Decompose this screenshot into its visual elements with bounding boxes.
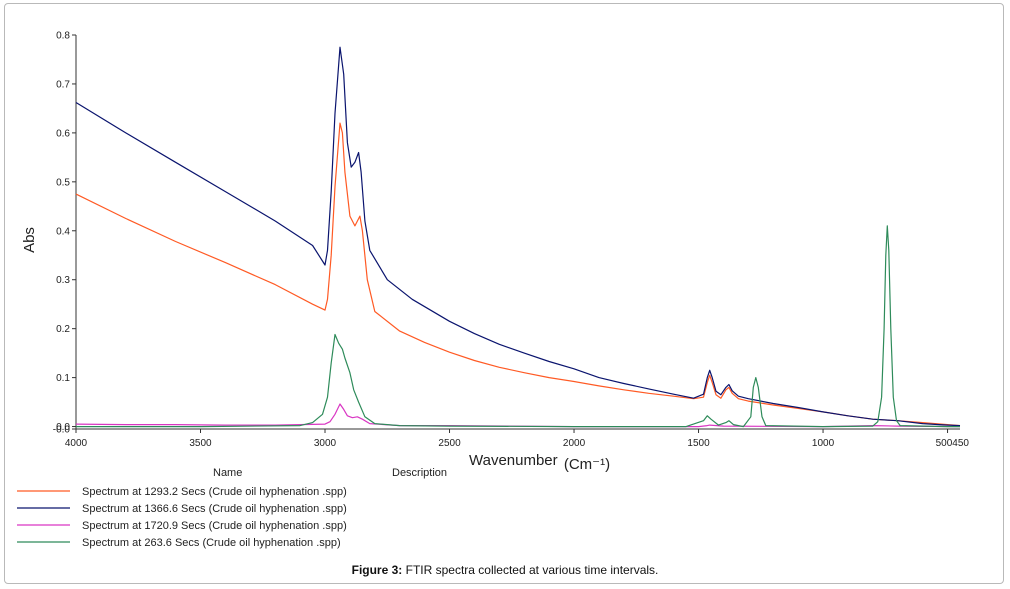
y-tick-label: 0.0 bbox=[56, 422, 70, 433]
y-tick-label: 0.2 bbox=[56, 324, 70, 335]
series-line-1 bbox=[75, 122, 961, 427]
legend-header-name: Name bbox=[213, 467, 242, 479]
series-line-3 bbox=[75, 403, 961, 428]
x-axis-ticks: 4000 3500 3000 2500 2000 1500 1000 500450 bbox=[65, 429, 970, 449]
y-tick-label: 0.3 bbox=[56, 275, 70, 286]
x-tick-label: 1000 bbox=[812, 438, 835, 449]
x-tick-label: 2000 bbox=[563, 438, 586, 449]
series-line-4 bbox=[76, 225, 960, 428]
caption-text: FTIR spectra collected at various time i… bbox=[402, 563, 659, 577]
series-lines bbox=[75, 46, 961, 428]
y-axis-ticks: 0.8 0.7 0.6 0.5 0.4 0.3 0.2 0.1 0.0-0.0 bbox=[53, 31, 76, 436]
x-tick-label: 3000 bbox=[314, 438, 337, 449]
x-tick-label: 4000 bbox=[65, 438, 88, 449]
y-tick-label: 0.5 bbox=[56, 177, 70, 188]
legend-label-4: Spectrum at 263.6 Secs (Crude oil hyphen… bbox=[82, 537, 341, 549]
x-axis-label: Wavenumber (Cm⁻¹) bbox=[469, 452, 610, 473]
x-tick-label: 3500 bbox=[189, 438, 212, 449]
x-axis-label-unit: (Cm⁻¹) bbox=[564, 456, 610, 473]
figure-frame bbox=[4, 3, 1004, 584]
ftir-spectra-chart: 0.8 0.7 0.6 0.5 0.4 0.3 0.2 0.1 0.0-0.0 4000 3500… bbox=[17, 31, 970, 549]
legend-label-1: Spectrum at 1293.2 Secs (Crude oil hyphe… bbox=[82, 486, 347, 498]
x-tick-label: 2500 bbox=[438, 438, 461, 449]
y-tick-label: -0.0 bbox=[53, 425, 71, 436]
y-axis-label: Abs bbox=[21, 227, 38, 253]
x-tick-label: 1500 bbox=[687, 438, 710, 449]
y-tick-label: 0.1 bbox=[56, 373, 70, 384]
plot-area bbox=[75, 35, 960, 430]
y-tick-label: 0.6 bbox=[56, 128, 70, 139]
y-tick-label: 0.8 bbox=[56, 31, 70, 42]
legend-label-2: Spectrum at 1366.6 Secs (Crude oil hyphe… bbox=[82, 503, 347, 515]
y-tick-label: 0.4 bbox=[56, 226, 70, 237]
figure-caption: Figure 3: FTIR spectra collected at vari… bbox=[0, 563, 1010, 577]
x-axis-label-text: Wavenumber bbox=[469, 452, 558, 469]
legend: Spectrum at 1293.2 Secs (Crude oil hyphe… bbox=[17, 486, 347, 549]
caption-label: Figure 3: bbox=[351, 563, 403, 577]
y-tick-label: 0.7 bbox=[56, 79, 70, 90]
x-tick-label-end: 500450 bbox=[936, 438, 970, 449]
legend-label-3: Spectrum at 1720.9 Secs (Crude oil hyphe… bbox=[82, 520, 347, 532]
series-line-2 bbox=[75, 46, 961, 427]
legend-header-description: Description bbox=[392, 467, 447, 479]
